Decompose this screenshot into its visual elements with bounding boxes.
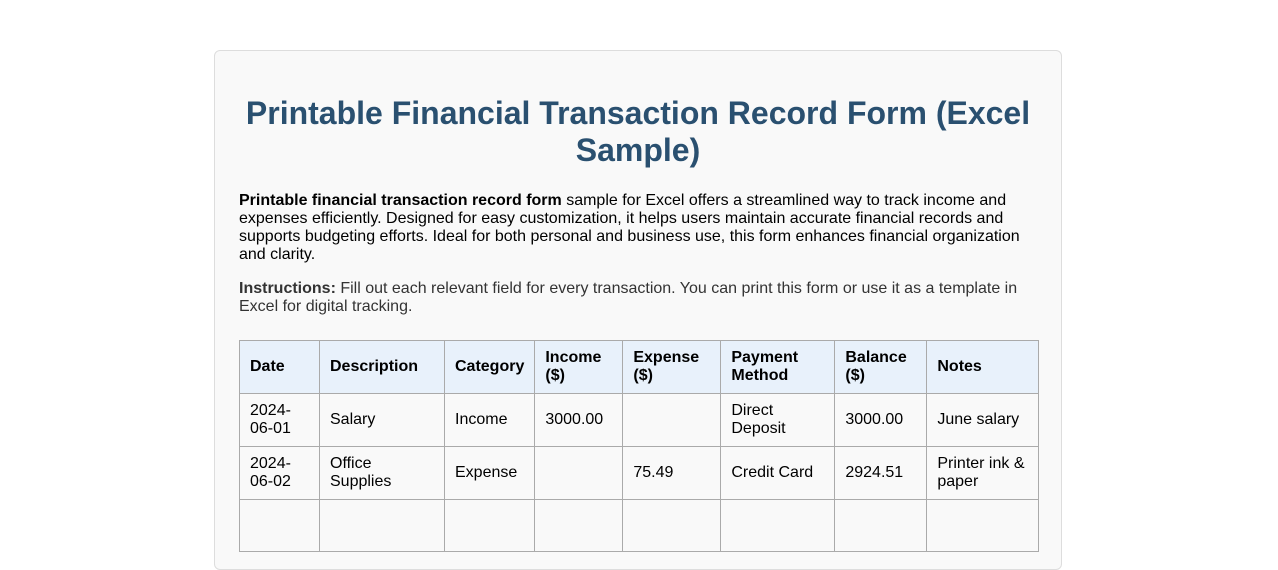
table-row — [239, 499, 1039, 552]
cell-balance: 2924.51 — [834, 446, 928, 500]
description-text: sample for Excel offers a streamlined wa… — [239, 192, 1020, 263]
cell-date: 2024-06-01 — [239, 393, 320, 447]
form-card: Printable Financial Transaction Record F… — [214, 50, 1062, 570]
cell-description: Office Supplies — [319, 446, 445, 500]
cell-notes: June salary — [926, 393, 1039, 447]
header-row: Date Description Category Income ($) Exp… — [239, 340, 1039, 394]
cell-category: Expense — [443, 446, 536, 500]
cell-notes: Printer ink & paper — [926, 446, 1039, 500]
header-income: Income ($) — [534, 340, 624, 394]
table-row: 2024-06-02 Office Supplies Expense 75.49… — [239, 446, 1039, 500]
transaction-table: Date Description Category Income ($) Exp… — [239, 340, 1039, 552]
cell-expense: 75.49 — [622, 446, 722, 500]
instructions-text: Fill out each relevant field for every t… — [239, 280, 1018, 315]
cell-income — [534, 446, 624, 500]
header-category: Category — [443, 340, 536, 394]
cell-balance: 3000.00 — [834, 393, 928, 447]
cell-income: 3000.00 — [534, 393, 624, 447]
instructions: Instructions: Fill out each relevant fie… — [239, 280, 1039, 316]
instructions-label: Instructions: — [239, 280, 336, 297]
cell-date: 2024-06-02 — [239, 446, 320, 500]
cell-category: Income — [443, 393, 536, 447]
header-payment-method: Payment Method — [720, 340, 836, 394]
header-balance: Balance ($) — [834, 340, 928, 394]
cell-payment-method: Direct Deposit — [720, 393, 836, 447]
cell-expense — [622, 393, 722, 447]
header-notes: Notes — [926, 340, 1039, 394]
header-date: Date — [239, 340, 320, 394]
header-expense: Expense ($) — [622, 340, 722, 394]
description: Printable financial transaction record f… — [239, 192, 1039, 264]
page-title: Printable Financial Transaction Record F… — [245, 95, 1031, 168]
cell-payment-method: Credit Card — [720, 446, 836, 500]
cell-description: Salary — [319, 393, 445, 447]
table-row: 2024-06-01 Salary Income 3000.00 Direct … — [239, 393, 1039, 447]
header-description: Description — [319, 340, 445, 394]
description-bold: Printable financial transaction record f… — [239, 192, 562, 209]
